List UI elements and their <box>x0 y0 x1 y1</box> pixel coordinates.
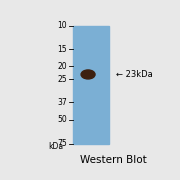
Bar <box>73 26 109 144</box>
Ellipse shape <box>81 70 95 79</box>
Text: 75: 75 <box>57 139 67 148</box>
Text: ← 23kDa: ← 23kDa <box>116 70 153 79</box>
Text: 37: 37 <box>57 98 67 107</box>
Text: 10: 10 <box>58 21 67 30</box>
Text: 50: 50 <box>57 115 67 124</box>
Text: 15: 15 <box>58 45 67 54</box>
Text: 20: 20 <box>58 62 67 71</box>
Text: kDa: kDa <box>48 142 63 151</box>
Text: 25: 25 <box>58 75 67 84</box>
Text: Western Blot: Western Blot <box>80 155 147 165</box>
